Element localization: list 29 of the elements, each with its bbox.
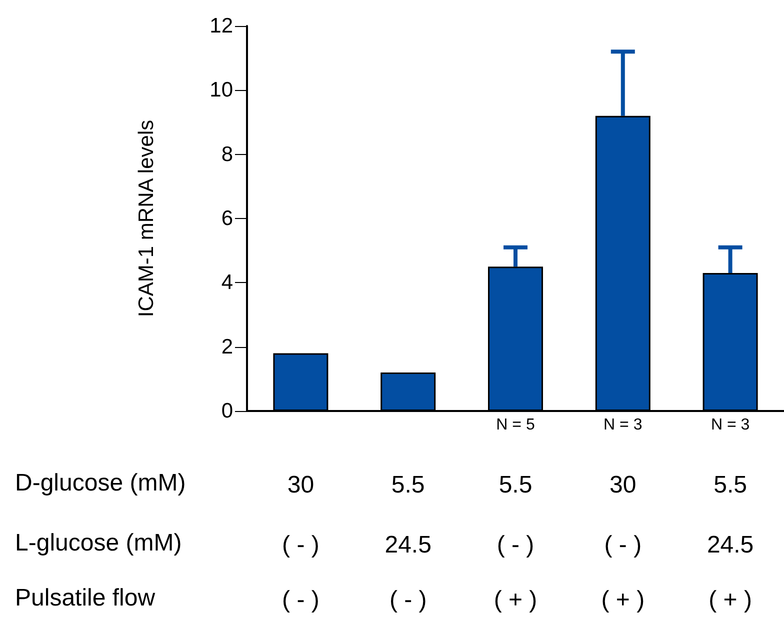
- x-tick-label: N = 5: [496, 416, 535, 434]
- x-tick-label: N = 3: [604, 416, 642, 434]
- y-tick-label: 0: [221, 400, 233, 422]
- text: ( - ): [282, 532, 320, 558]
- text: ( - ): [604, 532, 642, 558]
- text: 24.5: [384, 532, 432, 558]
- text: 24.5: [706, 532, 754, 558]
- y-tick-label: 4: [221, 271, 234, 294]
- x-tick-label: N = 3: [710, 416, 750, 434]
- y-tick-label: 10: [210, 78, 233, 102]
- text: ( + ): [601, 586, 645, 614]
- text: 5.5: [391, 472, 425, 498]
- text: 30: [287, 472, 314, 498]
- text: ( + ): [494, 586, 538, 614]
- text: ( - ): [282, 586, 320, 614]
- text: D-glucose (mM): [15, 470, 186, 496]
- y-tick-label: 12: [210, 14, 233, 38]
- text: 30: [610, 472, 636, 498]
- text: ( + ): [708, 586, 752, 614]
- text: L-glucose (mM): [15, 530, 182, 556]
- y-tick-label: 6: [221, 207, 233, 230]
- text: ( - ): [496, 532, 534, 558]
- y-axis-title: ICAM-1 mRNA levels: [135, 120, 158, 318]
- text: Pulsatile flow: [15, 584, 156, 612]
- text: 5.5: [714, 472, 747, 498]
- y-tick-label: 2: [221, 335, 233, 358]
- y-tick-label: 8: [221, 142, 233, 166]
- text: 5.5: [498, 472, 532, 498]
- text: ( - ): [389, 586, 427, 614]
